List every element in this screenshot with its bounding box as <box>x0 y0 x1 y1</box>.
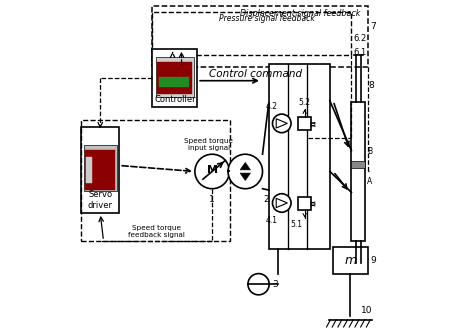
Bar <box>85 150 115 190</box>
Text: Displacement signal feedback: Displacement signal feedback <box>240 9 360 18</box>
Text: Control command: Control command <box>209 69 302 79</box>
Bar <box>81 120 230 241</box>
Text: 1: 1 <box>209 195 215 204</box>
Text: 8: 8 <box>368 81 374 90</box>
Text: 7: 7 <box>370 22 376 31</box>
Bar <box>157 62 192 94</box>
Bar <box>153 6 368 67</box>
Text: 4.1: 4.1 <box>266 215 278 224</box>
Polygon shape <box>240 163 250 170</box>
Text: 6.2: 6.2 <box>353 34 366 43</box>
Text: 2: 2 <box>263 195 269 204</box>
Text: Speed torque
input signal: Speed torque input signal <box>184 138 233 151</box>
Text: Servo
driver: Servo driver <box>88 190 113 209</box>
Bar <box>153 49 197 107</box>
Text: 6.1: 6.1 <box>353 48 366 57</box>
Circle shape <box>195 154 229 189</box>
Bar <box>84 145 117 191</box>
Circle shape <box>273 114 291 133</box>
Text: A: A <box>367 176 373 185</box>
Circle shape <box>248 274 269 295</box>
Bar <box>351 102 365 241</box>
Text: 5.1: 5.1 <box>291 219 303 228</box>
Bar <box>333 247 368 274</box>
Circle shape <box>228 154 263 189</box>
Text: 9: 9 <box>370 256 376 265</box>
Text: 5.2: 5.2 <box>299 99 310 108</box>
Text: m: m <box>345 254 356 267</box>
Text: 4.2: 4.2 <box>266 102 278 111</box>
Text: M: M <box>207 165 218 175</box>
Text: Pressure signal feedback: Pressure signal feedback <box>219 14 315 23</box>
Text: 10: 10 <box>361 306 373 315</box>
Bar <box>351 161 365 168</box>
Bar <box>156 57 194 97</box>
Polygon shape <box>240 173 250 180</box>
Text: 3: 3 <box>273 280 278 289</box>
Circle shape <box>273 194 291 212</box>
Text: Controller: Controller <box>154 95 196 104</box>
Bar <box>298 197 311 209</box>
Bar <box>298 118 311 130</box>
Bar <box>153 12 351 55</box>
Bar <box>268 64 330 249</box>
Bar <box>86 157 92 183</box>
Text: Speed torque
feedback signal: Speed torque feedback signal <box>128 225 184 238</box>
Bar <box>81 127 119 213</box>
Bar <box>159 77 189 87</box>
Text: B: B <box>367 147 373 156</box>
